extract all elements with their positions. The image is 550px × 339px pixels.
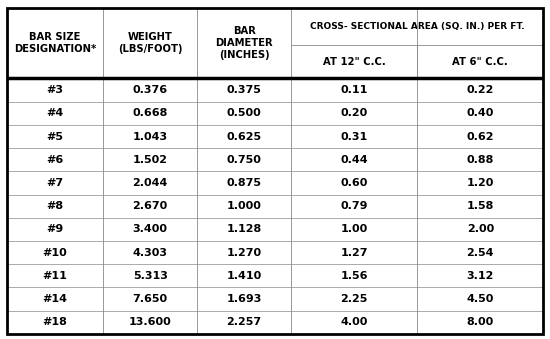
Text: 2.00: 2.00 [467,224,494,234]
Text: CROSS- SECTIONAL AREA (SQ. IN.) PER FT.: CROSS- SECTIONAL AREA (SQ. IN.) PER FT. [310,22,525,31]
Text: #4: #4 [46,108,64,118]
Text: WEIGHT
(LBS/FOOT): WEIGHT (LBS/FOOT) [118,33,183,55]
Text: 7.650: 7.650 [133,294,168,304]
Text: AT 12" C.C.: AT 12" C.C. [323,57,386,67]
Text: 2.044: 2.044 [133,178,168,188]
Text: 0.40: 0.40 [466,108,494,118]
Text: 0.31: 0.31 [340,132,368,141]
Text: 8.00: 8.00 [467,317,494,327]
Text: 3.12: 3.12 [466,271,494,281]
Text: 0.500: 0.500 [227,108,261,118]
Text: 1.693: 1.693 [227,294,262,304]
Text: 0.44: 0.44 [340,155,368,165]
Text: 4.50: 4.50 [466,294,494,304]
Text: 0.20: 0.20 [340,108,368,118]
Text: BAR
DIAMETER
(INCHES): BAR DIAMETER (INCHES) [215,26,273,60]
Text: 0.88: 0.88 [466,155,494,165]
Text: 1.00: 1.00 [340,224,368,234]
Text: #5: #5 [46,132,63,141]
Text: 3.400: 3.400 [133,224,168,234]
Text: 0.375: 0.375 [227,85,262,95]
Text: 0.62: 0.62 [466,132,494,141]
Text: 1.27: 1.27 [340,247,368,258]
Text: 0.60: 0.60 [340,178,368,188]
Text: 1.58: 1.58 [466,201,494,211]
Text: #11: #11 [42,271,67,281]
Text: 1.410: 1.410 [227,271,262,281]
Text: 0.376: 0.376 [133,85,168,95]
Text: 1.502: 1.502 [133,155,168,165]
Text: 13.600: 13.600 [129,317,172,327]
Text: 1.270: 1.270 [227,247,262,258]
Text: #14: #14 [42,294,68,304]
Text: BAR SIZE
DESIGNATION*: BAR SIZE DESIGNATION* [14,33,96,55]
Text: 2.670: 2.670 [133,201,168,211]
Text: 1.043: 1.043 [133,132,168,141]
Text: #7: #7 [46,178,63,188]
Text: 4.303: 4.303 [133,247,168,258]
Text: 4.00: 4.00 [340,317,368,327]
Text: 5.313: 5.313 [133,271,168,281]
Text: 1.20: 1.20 [466,178,494,188]
Text: 0.750: 0.750 [227,155,262,165]
Text: 2.25: 2.25 [340,294,368,304]
Text: 1.56: 1.56 [340,271,368,281]
Text: 2.54: 2.54 [466,247,494,258]
Text: #10: #10 [42,247,67,258]
Text: 0.625: 0.625 [227,132,262,141]
Text: #18: #18 [42,317,67,327]
Text: AT 6" C.C.: AT 6" C.C. [453,57,508,67]
Text: 1.128: 1.128 [227,224,262,234]
Text: 0.22: 0.22 [466,85,494,95]
Text: #8: #8 [46,201,63,211]
Text: 0.875: 0.875 [227,178,262,188]
Text: 0.79: 0.79 [340,201,368,211]
Text: #3: #3 [46,85,63,95]
Text: 2.257: 2.257 [227,317,262,327]
Text: 0.668: 0.668 [133,108,168,118]
Text: 1.000: 1.000 [227,201,262,211]
Text: #6: #6 [46,155,64,165]
Text: #9: #9 [46,224,64,234]
Text: 0.11: 0.11 [340,85,368,95]
